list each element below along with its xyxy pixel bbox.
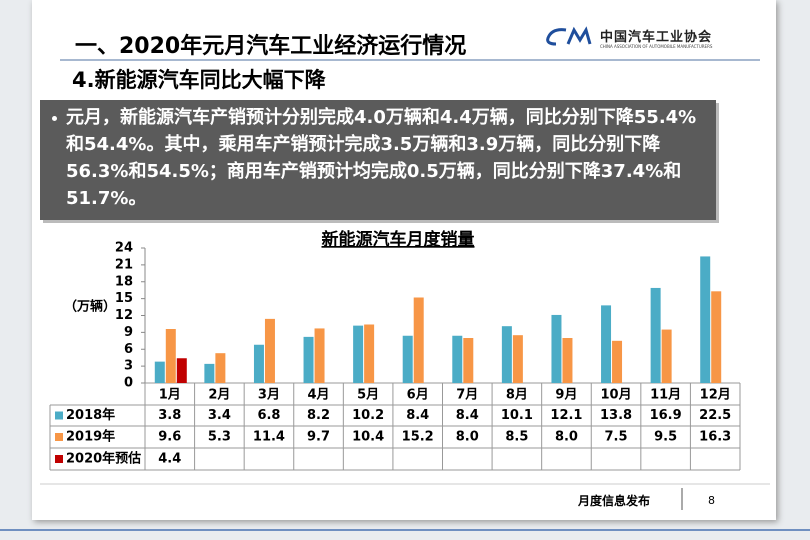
y-axis-label: （万辆） <box>64 299 116 315</box>
y-tick-label: 6 <box>124 342 133 357</box>
x-tick-label: 6月 <box>407 388 429 403</box>
y-tick-label: 3 <box>124 359 133 374</box>
table-value: 5.3 <box>208 430 231 445</box>
x-tick-label: 4月 <box>308 388 330 403</box>
bar <box>711 291 722 383</box>
legend-swatch <box>55 411 63 420</box>
logo-english: CHINA ASSOCIATION OF AUTOMOBILE MANUFACT… <box>600 44 713 49</box>
y-tick-label: 24 <box>115 241 133 256</box>
table-value: 6.8 <box>257 408 280 423</box>
table-value: 8.0 <box>456 430 479 445</box>
legend-label: 2020年预估 <box>66 451 141 467</box>
footer: 月度信息发布 <box>578 494 651 508</box>
legend-label: 2019年 <box>66 429 115 445</box>
bar <box>551 314 562 383</box>
table-value: 7.5 <box>605 430 628 445</box>
table-value: 11.4 <box>253 430 285 445</box>
table-value: 10.4 <box>352 430 384 445</box>
bar <box>700 256 711 383</box>
bar <box>601 305 612 383</box>
bar <box>650 287 661 383</box>
table-value: 13.8 <box>600 408 632 423</box>
table-value: 9.5 <box>654 430 677 445</box>
bar <box>253 344 264 383</box>
table-value: 15.2 <box>402 430 434 445</box>
table-value: 8.4 <box>456 408 479 423</box>
x-tick-label: 1月 <box>159 388 181 403</box>
bar <box>204 363 215 383</box>
table-value: 3.8 <box>158 408 181 423</box>
x-tick-label: 7月 <box>456 388 478 403</box>
slide <box>32 0 776 520</box>
bar <box>501 326 512 383</box>
x-tick-label: 8月 <box>506 388 528 403</box>
legend-swatch <box>55 455 63 463</box>
bar <box>165 329 176 383</box>
table-value: 22.5 <box>699 408 731 423</box>
table-value: 16.3 <box>699 430 731 445</box>
bar <box>452 335 463 383</box>
table-value: 10.2 <box>352 408 384 423</box>
x-tick-label: 12月 <box>700 388 731 403</box>
x-tick-label: 11月 <box>650 388 681 403</box>
header-title: 一、2020年元月汽车工业经济运行情况 <box>75 34 467 59</box>
y-tick-label: 18 <box>115 274 133 289</box>
bar <box>413 297 424 383</box>
subtitle: 4.新能源汽车同比大幅下降 <box>72 68 326 92</box>
table-value: 8.0 <box>555 430 578 445</box>
bar <box>661 329 672 383</box>
legend-swatch <box>55 433 63 441</box>
bar <box>364 324 375 383</box>
bar <box>303 336 314 383</box>
y-tick-label: 9 <box>124 325 133 340</box>
legend-label: 2018年 <box>66 407 115 423</box>
chart-title: 新能源汽车月度销量 <box>322 229 475 250</box>
bar <box>154 361 165 383</box>
table-value: 9.7 <box>307 430 330 445</box>
bar <box>612 340 623 383</box>
y-tick-label: 21 <box>115 257 133 272</box>
bar <box>402 335 413 383</box>
logo-mark <box>546 26 592 46</box>
y-tick-label: 0 <box>124 376 133 391</box>
table-value: 8.5 <box>505 430 528 445</box>
bar <box>215 353 226 383</box>
table-value: 9.6 <box>158 430 181 445</box>
bar <box>176 358 187 383</box>
bar <box>353 325 364 383</box>
bar <box>264 318 275 383</box>
x-tick-label: 9月 <box>555 388 577 403</box>
y-tick-label: 12 <box>115 308 133 323</box>
x-tick-label: 2月 <box>208 388 230 403</box>
table-value: 8.4 <box>406 408 429 423</box>
x-tick-label: 5月 <box>357 388 379 403</box>
table-value: 8.2 <box>307 408 330 423</box>
x-tick-label: 10月 <box>600 388 631 403</box>
table-value: 3.4 <box>208 408 231 423</box>
bar <box>562 338 573 383</box>
bar <box>314 328 325 383</box>
y-tick-label: 15 <box>115 291 133 306</box>
x-tick-label: 3月 <box>258 388 280 403</box>
table-value: 16.9 <box>650 408 682 423</box>
logo-name: 中国汽车工业协会 <box>600 30 713 45</box>
bullet-text: 元月，新能源汽车产销预计分别完成4.0万辆和4.4万辆，同比分别下降55.4%和… <box>40 100 716 220</box>
bar <box>463 338 474 383</box>
bar <box>512 335 523 383</box>
table-value: 10.1 <box>501 408 533 423</box>
page-number: 8 <box>708 494 715 507</box>
table-value: 4.4 <box>158 452 181 467</box>
table-value: 12.1 <box>550 408 582 423</box>
